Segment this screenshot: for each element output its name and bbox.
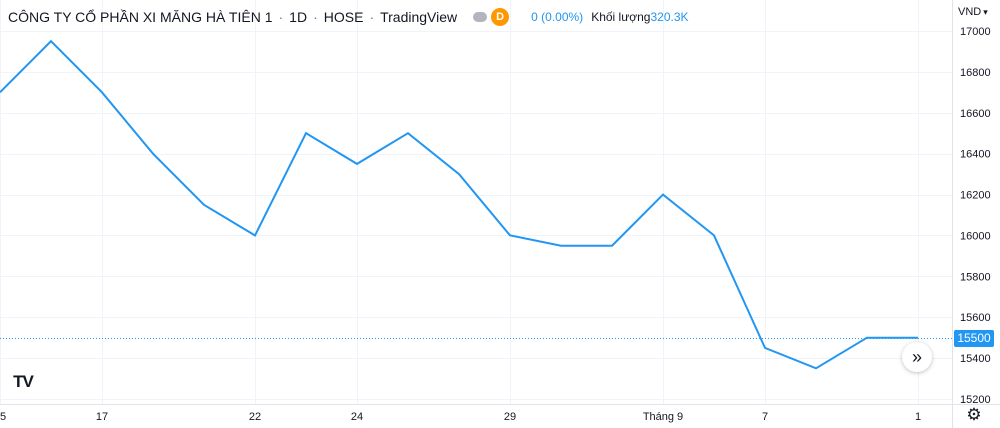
x-tick-label: 29	[504, 411, 516, 423]
volume-value: 320.3K	[650, 10, 689, 24]
x-tick-label: 22	[249, 411, 261, 423]
y-tick-label: 15400	[960, 353, 991, 365]
volume-label: Khối lượng	[591, 10, 651, 24]
chart-legend: CÔNG TY CỔ PHẦN XI MĂNG HÀ TIÊN 1 · 1D ·…	[8, 6, 689, 28]
legend-separator: ·	[369, 9, 375, 25]
x-tick-label: 24	[351, 411, 363, 423]
data-point	[50, 40, 52, 42]
currency-label: VND	[958, 6, 982, 18]
data-point	[203, 204, 205, 206]
series-line	[0, 39, 918, 370]
y-tick-label: 15800	[960, 271, 991, 283]
data-point	[611, 245, 613, 247]
symbol-name[interactable]: CÔNG TY CỔ PHẦN XI MĂNG HÀ TIÊN 1	[8, 9, 273, 25]
y-axis: 15200 15400 15600 15800 16000 16200 16400 16600…	[960, 26, 991, 406]
price-change-value: 0 (0.00%)	[531, 10, 584, 24]
data-point	[356, 163, 358, 165]
y-tick-label: 16200	[960, 190, 991, 202]
x-axis: 15 17 22 24 29 Tháng 9 7 1	[0, 411, 921, 423]
y-tick-label: 16600	[960, 108, 991, 120]
x-tick-label: 15	[0, 411, 6, 423]
legend-separator: ·	[278, 9, 284, 25]
data-point	[305, 132, 307, 134]
y-tick-label: 16000	[960, 230, 991, 242]
chart-grid	[0, 0, 952, 404]
data-point	[662, 194, 664, 196]
tradingview-logo-icon[interactable]: TV	[13, 372, 34, 391]
data-point	[254, 234, 256, 236]
data-point	[866, 337, 868, 339]
y-tick-label: 16400	[960, 149, 991, 161]
price-change: 0 (0.00%)	[531, 10, 583, 24]
scroll-right-icon[interactable]: »	[902, 342, 932, 372]
y-tick-label: 15200	[960, 394, 991, 406]
data-point	[713, 234, 715, 236]
chevron-down-icon: ▾	[983, 6, 988, 17]
data-point	[509, 234, 511, 236]
data-point	[152, 153, 154, 155]
x-tick-label: 7	[762, 411, 768, 423]
exchange-label: HOSE	[323, 9, 364, 25]
data-point	[815, 367, 817, 369]
data-point	[764, 347, 766, 349]
y-tick-label: 15600	[960, 312, 991, 324]
x-tick-label: Tháng 9	[643, 411, 683, 423]
currency-selector[interactable]: VND ▾	[958, 6, 988, 18]
data-point	[560, 245, 562, 247]
y-tick-label: 17000	[960, 26, 991, 38]
interval-label[interactable]: 1D	[289, 9, 308, 25]
price-series	[0, 39, 919, 370]
market-status[interactable]: D	[473, 8, 510, 26]
x-tick-label: 17	[96, 411, 108, 423]
y-tick-label: 16800	[960, 67, 991, 79]
delayed-badge[interactable]: D	[491, 8, 510, 26]
legend-separator: ·	[313, 9, 318, 25]
data-point	[917, 337, 919, 339]
data-point	[101, 91, 103, 93]
x-tick-label: 1	[915, 411, 921, 423]
gear-icon[interactable]: ⚙	[966, 405, 982, 424]
last-price-tag: 15500	[954, 329, 994, 347]
eye-icon[interactable]	[473, 12, 488, 22]
data-point	[407, 132, 409, 134]
data-point	[458, 173, 460, 175]
source-label: TradingView	[380, 9, 458, 25]
